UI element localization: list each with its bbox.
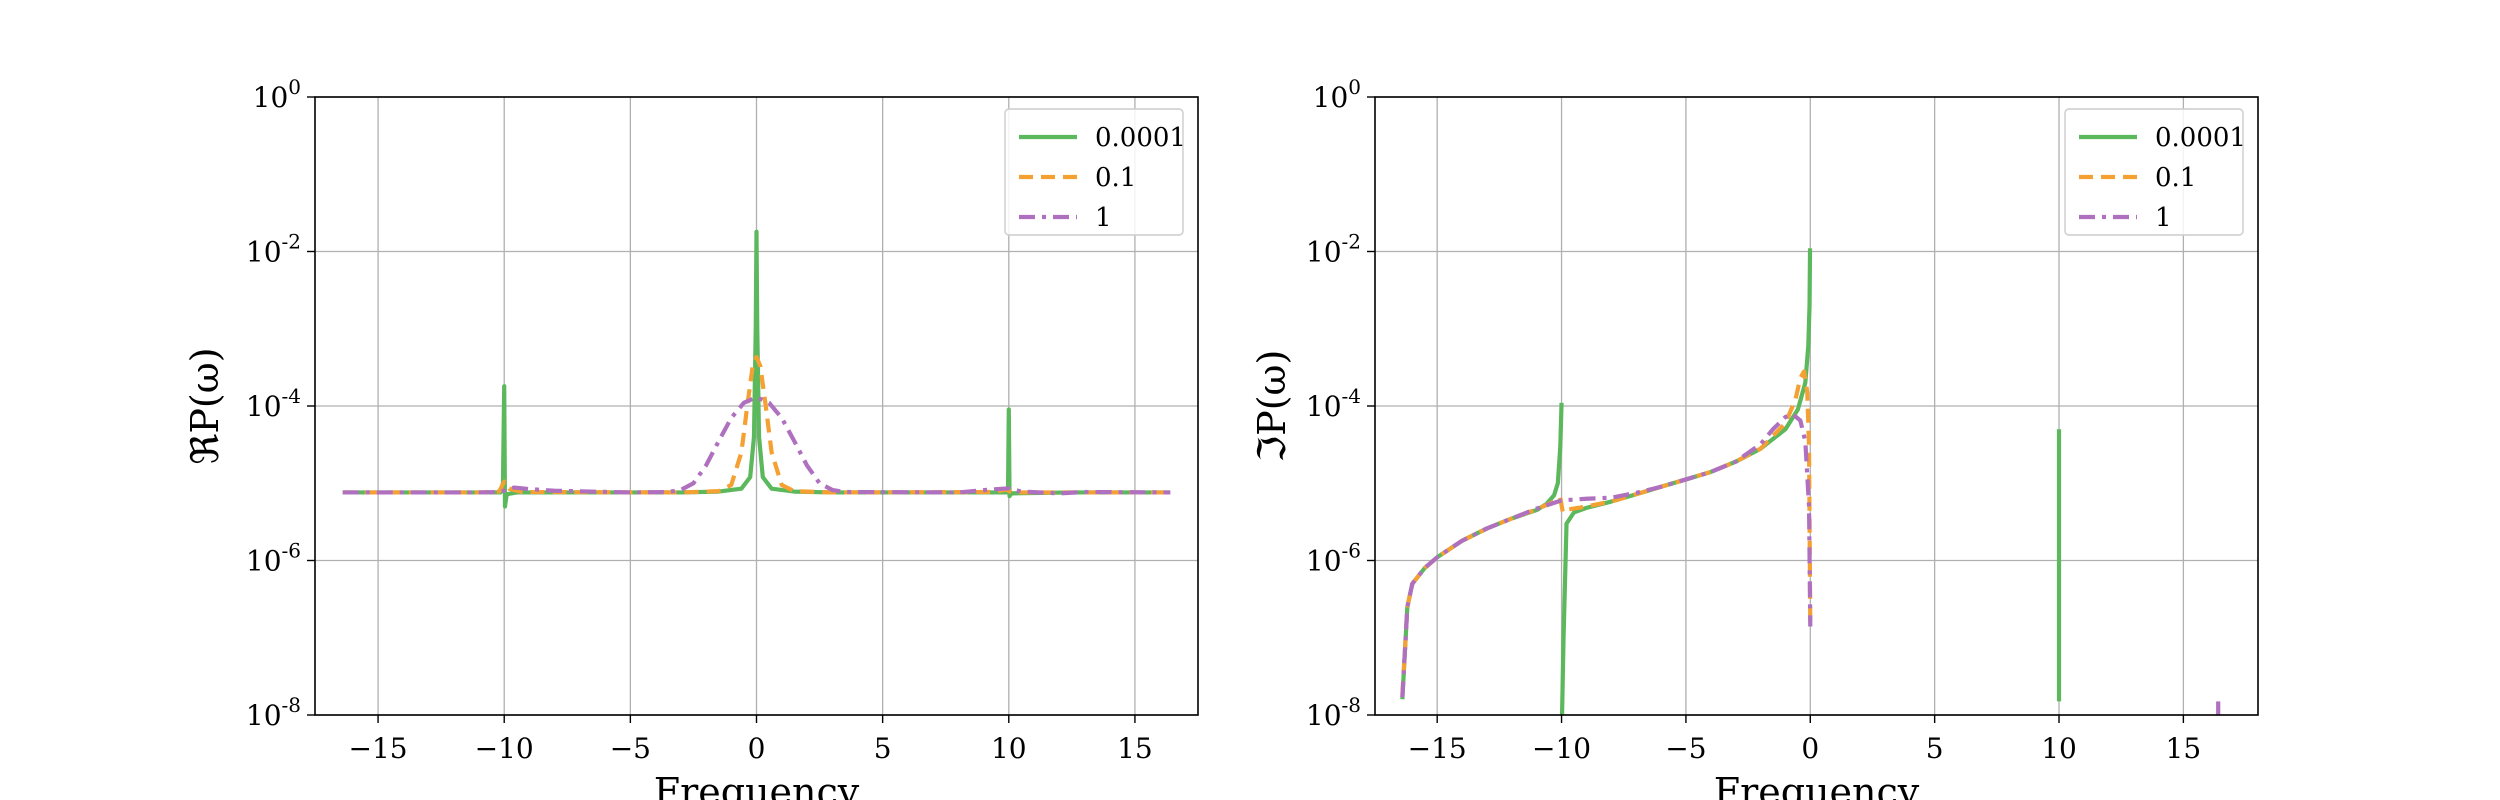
y-tick-label: 10-6 xyxy=(1306,539,1361,578)
y-tick-exponent: -6 xyxy=(282,539,301,563)
x-axis-title: Frequency xyxy=(654,770,860,800)
x-tick-label: 10 xyxy=(991,732,1027,765)
legend-box xyxy=(1004,108,1184,236)
y-tick-base: 10 xyxy=(246,545,282,578)
x-tick-label: −5 xyxy=(1665,732,1706,765)
legend-label: 0.0001 xyxy=(1095,123,1186,153)
series-line-0.0001 xyxy=(342,229,1171,509)
x-tick-label: 10 xyxy=(2041,732,2077,765)
y-axis-title: ℜP(ω) xyxy=(183,347,227,464)
y-tick-base: 10 xyxy=(253,81,289,114)
y-tick-exponent: -6 xyxy=(1342,539,1361,563)
series-line-0.1 xyxy=(1400,369,1813,696)
x-tick-label: 0 xyxy=(748,732,766,765)
y-tick-label: 10-8 xyxy=(1306,693,1361,732)
y-tick-label: 100 xyxy=(253,75,301,114)
y-tick-base: 10 xyxy=(246,236,282,269)
y-axis-title: ℑP(ω) xyxy=(1250,350,1294,463)
x-axis-title: Frequency xyxy=(1714,770,1920,800)
legend-box xyxy=(2064,108,2244,236)
y-tick-label: 10-6 xyxy=(246,539,301,578)
legend-label: 0.0001 xyxy=(2155,123,2246,153)
y-tick-label: 100 xyxy=(1313,75,1361,114)
y-tick-exponent: -8 xyxy=(1342,693,1361,717)
y-tick-exponent: -8 xyxy=(282,693,301,717)
legend-label: 1 xyxy=(1095,203,1112,233)
y-tick-base: 10 xyxy=(1306,699,1342,732)
plot-frame xyxy=(314,96,1199,716)
y-tick-exponent: 0 xyxy=(288,75,301,99)
x-tick-label: 5 xyxy=(1926,732,1944,765)
y-tick-label: 10-4 xyxy=(1306,384,1361,423)
x-tick-label: −10 xyxy=(1532,732,1591,765)
y-tick-base: 10 xyxy=(1313,81,1349,114)
y-tick-base: 10 xyxy=(1306,545,1342,578)
left-chart-panel: −15 −10 −5 0 5 10 1510-810-610-410-2100Frequen… xyxy=(183,75,1199,800)
series-group xyxy=(342,229,1171,509)
y-tick-base: 10 xyxy=(246,390,282,423)
y-tick-base: 10 xyxy=(1306,390,1342,423)
y-tick-label: 10-2 xyxy=(246,230,301,269)
x-tick-label: 15 xyxy=(1117,732,1153,765)
x-tick-label: −15 xyxy=(349,732,408,765)
series-group xyxy=(1400,248,2221,715)
series-line-0.0001 xyxy=(1400,402,1564,700)
legend-label: 0.1 xyxy=(2155,163,2196,193)
x-tick-label: 0 xyxy=(1801,732,1819,765)
legend: 0.0001 0.1 1 xyxy=(2064,108,2246,236)
legend-label: 1 xyxy=(2155,203,2172,233)
y-tick-exponent: -2 xyxy=(1342,230,1361,254)
x-tick-label: −15 xyxy=(1408,732,1467,765)
right-chart-panel: −15 −10 −5 0 5 10 1510-810-610-410-2100Frequen… xyxy=(1250,75,2259,800)
x-tick-label: −5 xyxy=(610,732,651,765)
legend-label: 0.1 xyxy=(1095,163,1136,193)
y-tick-exponent: -4 xyxy=(282,384,301,408)
legend: 0.0001 0.1 1 xyxy=(1004,108,1186,236)
series-line-1 xyxy=(342,395,1171,496)
y-tick-exponent: 0 xyxy=(1348,75,1361,99)
y-tick-base: 10 xyxy=(246,699,282,732)
plot-frame xyxy=(1374,96,2259,716)
x-tick-label: −10 xyxy=(475,732,534,765)
series-line-1 xyxy=(1400,412,1813,698)
y-tick-base: 10 xyxy=(1306,236,1342,269)
x-tick-label: 5 xyxy=(874,732,892,765)
x-tick-label: 15 xyxy=(2166,732,2202,765)
y-tick-label: 10-4 xyxy=(246,384,301,423)
y-tick-label: 10-2 xyxy=(1306,230,1361,269)
y-tick-exponent: -2 xyxy=(282,230,301,254)
y-tick-exponent: -4 xyxy=(1342,384,1361,408)
y-tick-label: 10-8 xyxy=(246,693,301,732)
